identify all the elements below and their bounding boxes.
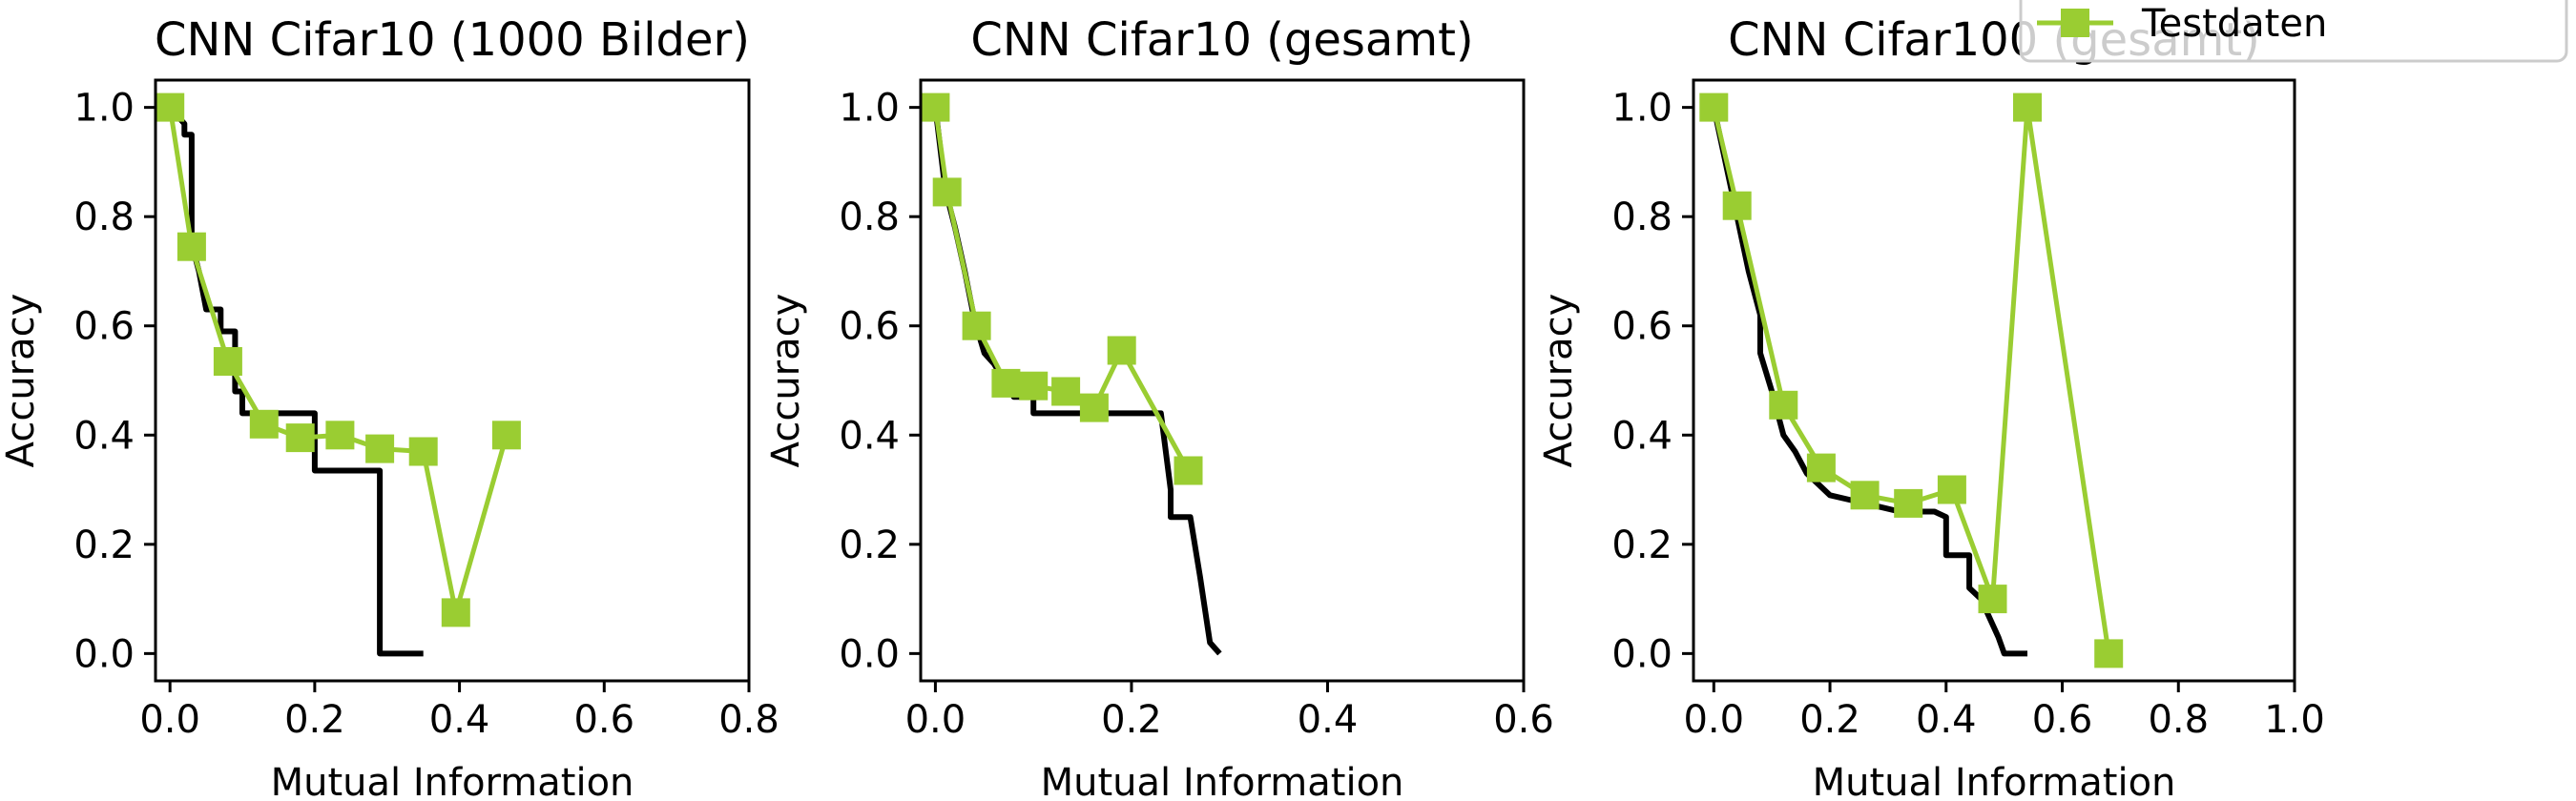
testdaten-point-7 — [1079, 393, 1109, 422]
x-axis-label: Mutual Information — [1813, 761, 2176, 801]
chart-panel-2: 0.0 0.2 0.4 0.6 0.0 0.2 0.4 0.6 0.8 1.0 Mutual Inf… — [764, 13, 1554, 801]
testdaten-point-1 — [1699, 92, 1729, 122]
y-tick-label: 0.8 — [73, 195, 135, 239]
testdaten-point-3 — [1769, 390, 1798, 420]
y-tick-label: 0.2 — [1611, 524, 1672, 567]
chart-title: CNN Cifar10 (gesamt) — [970, 13, 1473, 67]
x-tick-label: 0.8 — [2148, 698, 2209, 742]
chart-panel-1: 0.0 0.2 0.4 0.6 0.8 0.0 0.2 0.4 0.6 0.8 1.0 Mutual … — [0, 13, 779, 801]
x-tick-label: 0.2 — [284, 698, 345, 742]
y-tick-label: 0.2 — [73, 524, 135, 567]
plot-frame — [1692, 78, 2296, 683]
x-tick-label: 0.0 — [139, 698, 200, 742]
chart-panels: 0.0 0.2 0.4 0.6 0.8 0.0 0.2 0.4 0.6 0.8 1.0 Mutual … — [0, 13, 2325, 801]
testdaten-point-3 — [962, 311, 991, 340]
y-tick-label: 0.0 — [839, 632, 900, 676]
x-tick-label: 1.0 — [2264, 698, 2325, 742]
x-tick-label: 0.0 — [1683, 698, 1744, 742]
chart-title: CNN Cifar10 (1000 Bilder) — [155, 13, 750, 67]
y-tick-label: 1.0 — [1611, 87, 1672, 131]
testdaten-point-2 — [932, 177, 962, 207]
reference-curve-line — [1711, 106, 2027, 657]
y-tick-label: 0.4 — [839, 414, 900, 458]
legend-frame — [2019, 0, 2568, 63]
y-axis-label: Accuracy — [1537, 294, 1581, 468]
testdaten-series-line — [167, 107, 509, 615]
y-tick-label: 1.0 — [839, 87, 900, 131]
testdaten-point-4 — [991, 368, 1021, 398]
y-tick-label: 0.2 — [839, 524, 900, 567]
y-tick-label: 0.8 — [1611, 195, 1672, 239]
testdaten-point-9 — [1174, 456, 1203, 485]
plot-frame — [154, 78, 751, 683]
y-tick-label: 0.0 — [1611, 632, 1672, 676]
testdaten-point-8 — [1107, 336, 1136, 365]
testdaten-point-10 — [2094, 639, 2124, 668]
x-tick-label: 0.4 — [1298, 698, 1359, 742]
testdaten-point-1 — [921, 92, 950, 122]
y-tick-label: 0.6 — [1611, 305, 1672, 349]
x-tick-label: 0.4 — [1916, 698, 1977, 742]
testdaten-point-3 — [213, 347, 242, 376]
testdaten-point-2 — [1722, 191, 1752, 220]
y-tick-label: 1.0 — [73, 87, 135, 131]
testdaten-point-7 — [365, 434, 395, 463]
x-tick-label: 0.2 — [1101, 698, 1162, 742]
testdaten-point-6 — [325, 421, 355, 450]
x-tick-label: 0.0 — [905, 698, 966, 742]
testdaten-point-8 — [1978, 585, 2007, 614]
testdaten-point-4 — [249, 409, 279, 439]
testdaten-point-5 — [285, 423, 315, 453]
testdaten-point-7 — [1937, 475, 1966, 504]
reference-curve-line — [167, 105, 424, 657]
testdaten-point-4 — [1806, 453, 1836, 483]
testdaten-point-6 — [1894, 488, 1923, 518]
testdaten-point-2 — [177, 232, 206, 261]
x-tick-label: 0.6 — [1493, 698, 1554, 742]
testdaten-point-5 — [1850, 481, 1880, 510]
y-tick-label: 0.6 — [839, 305, 900, 349]
y-tick-label: 0.0 — [73, 632, 135, 676]
x-tick-label: 0.6 — [573, 698, 634, 742]
testdaten-series-line — [1711, 105, 2111, 654]
testdaten-point-8 — [408, 437, 438, 466]
x-axis-label: Mutual Information — [1041, 761, 1404, 801]
testdaten-point-9 — [2013, 92, 2042, 122]
y-tick-label: 0.4 — [73, 414, 135, 458]
y-axis-label: Accuracy — [764, 294, 808, 468]
y-tick-label: 0.8 — [839, 195, 900, 239]
legend-label-testdaten: Testdaten — [2141, 2, 2327, 46]
x-tick-label: 0.8 — [718, 698, 779, 742]
x-tick-label: 0.6 — [2032, 698, 2093, 742]
testdaten-point-5 — [1019, 371, 1049, 400]
x-tick-label: 0.2 — [1799, 698, 1860, 742]
plot-frame — [919, 78, 1526, 683]
y-tick-label: 0.4 — [1611, 414, 1672, 458]
testdaten-point-9 — [441, 598, 470, 627]
testdaten-point-1 — [156, 92, 185, 122]
y-tick-label: 0.6 — [73, 305, 135, 349]
x-tick-label: 0.4 — [429, 698, 490, 742]
legend-swatch-marker — [2061, 9, 2089, 37]
chart-panel-3: 0.0 0.2 0.4 0.6 0.8 1.0 0.0 0.2 0.4 0.6 0.8 1.0 Mutu… — [1537, 13, 2325, 801]
x-axis-label: Mutual Information — [271, 761, 634, 801]
y-axis-label: Accuracy — [0, 294, 43, 468]
testdaten-point-6 — [1051, 377, 1081, 406]
testdaten-point-10 — [491, 421, 521, 450]
legend: Testdaten — [2019, 0, 2568, 63]
